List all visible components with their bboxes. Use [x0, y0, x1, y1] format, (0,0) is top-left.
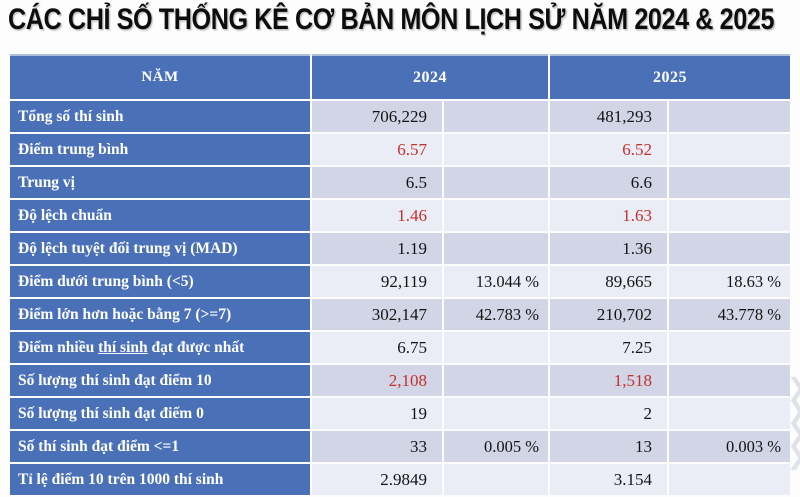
value-2025: 1.63: [550, 200, 667, 231]
value-2025: 210,702: [550, 299, 667, 330]
header-cell-nam: NĂM: [10, 54, 310, 99]
percent-2024: 13.044 %: [444, 266, 548, 297]
table-row: Tỉ lệ điểm 10 trên 1000 thí sinh 2.9849 3.…: [10, 464, 790, 495]
value-2024: 302,147: [312, 299, 442, 330]
percent-2025: [669, 464, 790, 495]
percent-2025: [669, 233, 790, 264]
value-2024: 1.19: [312, 233, 442, 264]
table-row: Điểm lớn hơn hoặc bằng 7 (>=7) 302,147 42.…: [10, 299, 790, 330]
value-2024: 2.9849: [312, 464, 442, 495]
statistics-table: NĂM 2024 2025 Tổng số thí sinh 706,229 481…: [8, 52, 792, 497]
percent-2025: [669, 200, 790, 231]
row-label: Điểm lớn hơn hoặc bằng 7 (>=7): [10, 299, 310, 330]
percent-2025: 18.63 %: [669, 266, 790, 297]
percent-2025: [669, 398, 790, 429]
row-label: Điểm dưới trung bình (<5): [10, 266, 310, 297]
row-label: Số lượng thí sinh đạt điểm 10: [10, 365, 310, 396]
table-body: Tổng số thí sinh 706,229 481,293 Điểm trung…: [10, 101, 790, 495]
percent-2025: [669, 365, 790, 396]
table-row: Số lượng thí sinh đạt điểm 10 2,108 1,518: [10, 365, 790, 396]
row-label: Tỉ lệ điểm 10 trên 1000 thí sinh: [10, 464, 310, 495]
value-2025: 2: [550, 398, 667, 429]
percent-2024: 42.783 %: [444, 299, 548, 330]
row-label: Điểm trung bình: [10, 134, 310, 165]
value-2025: 6.6: [550, 167, 667, 198]
percent-2024: [444, 233, 548, 264]
percent-2024: [444, 167, 548, 198]
percent-2024: [444, 365, 548, 396]
percent-2025: [669, 101, 790, 132]
table-row: Điểm dưới trung bình (<5) 92,119 13.044 % 8…: [10, 266, 790, 297]
table-row: Điểm nhiều thí sinh đạt được nhất 6.75 7.2…: [10, 332, 790, 363]
header-cell-2024: 2024: [312, 54, 548, 99]
percent-2025: 43.778 %: [669, 299, 790, 330]
row-label: Điểm nhiều thí sinh đạt được nhất: [10, 332, 310, 363]
row-label: Tổng số thí sinh: [10, 101, 310, 132]
table-row: Trung vị 6.5 6.6: [10, 167, 790, 198]
value-2024: 2,108: [312, 365, 442, 396]
percent-2025: [669, 134, 790, 165]
value-2025: 3.154: [550, 464, 667, 495]
percent-2024: [444, 398, 548, 429]
value-2024: 6.5: [312, 167, 442, 198]
percent-2024: 0.005 %: [444, 431, 548, 462]
value-2025: 6.52: [550, 134, 667, 165]
percent-2024: [444, 332, 548, 363]
percent-2025: [669, 167, 790, 198]
value-2024: 92,119: [312, 266, 442, 297]
table-row: Điểm trung bình 6.57 6.52: [10, 134, 790, 165]
table-row: Tổng số thí sinh 706,229 481,293: [10, 101, 790, 132]
value-2025: 89,665: [550, 266, 667, 297]
value-2024: 1.46: [312, 200, 442, 231]
value-2024: 6.57: [312, 134, 442, 165]
row-label: Số lượng thí sinh đạt điểm 0: [10, 398, 310, 429]
page-title: CÁC CHỈ SỐ THỐNG KÊ CƠ BẢN MÔN LỊCH SỬ N…: [8, 3, 775, 36]
percent-2024: [444, 200, 548, 231]
table-row: Số thí sinh đạt điểm <=1 33 0.005 % 13 0.003…: [10, 431, 790, 462]
value-2024: 19: [312, 398, 442, 429]
row-label: Độ lệch tuyệt đối trung vị (MAD): [10, 233, 310, 264]
percent-2024: [444, 134, 548, 165]
percent-2025: [669, 332, 790, 363]
value-2025: 1,518: [550, 365, 667, 396]
table-header: NĂM 2024 2025: [10, 54, 790, 99]
value-2024: 6.75: [312, 332, 442, 363]
table-row: Số lượng thí sinh đạt điểm 0 19 2: [10, 398, 790, 429]
value-2025: 481,293: [550, 101, 667, 132]
row-label: Độ lệch chuẩn: [10, 200, 310, 231]
value-2024: 33: [312, 431, 442, 462]
value-2025: 1.36: [550, 233, 667, 264]
header-cell-2025: 2025: [550, 54, 790, 99]
percent-2024: [444, 464, 548, 495]
row-label: Trung vị: [10, 167, 310, 198]
percent-2024: [444, 101, 548, 132]
percent-2025: 0.003 %: [669, 431, 790, 462]
table-row: Độ lệch tuyệt đối trung vị (MAD) 1.19 1.36: [10, 233, 790, 264]
value-2025: 13: [550, 431, 667, 462]
row-label: Số thí sinh đạt điểm <=1: [10, 431, 310, 462]
header-row: NĂM 2024 2025: [10, 54, 790, 99]
value-2025: 7.25: [550, 332, 667, 363]
value-2024: 706,229: [312, 101, 442, 132]
table-row: Độ lệch chuẩn 1.46 1.63: [10, 200, 790, 231]
